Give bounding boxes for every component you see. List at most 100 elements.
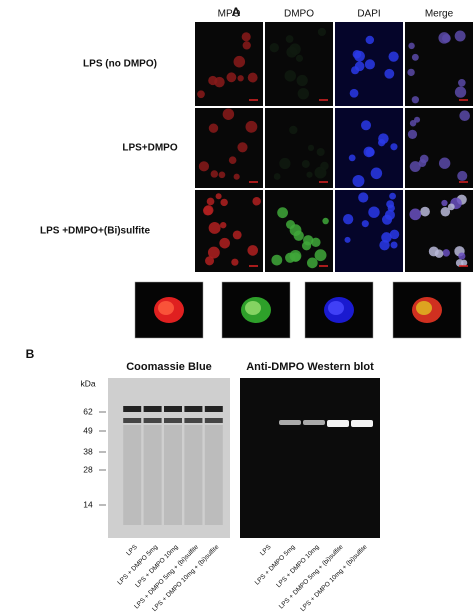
cell <box>458 78 466 87</box>
cell <box>361 120 372 131</box>
cell <box>389 229 400 240</box>
cell <box>220 221 227 229</box>
cell <box>233 55 246 68</box>
gel-title: Coomassie Blue <box>126 361 212 373</box>
cell <box>245 301 261 315</box>
cell <box>420 206 430 217</box>
cell <box>271 254 283 266</box>
smear <box>123 425 142 525</box>
cell <box>277 207 288 219</box>
micrograph <box>195 108 263 188</box>
cell <box>365 35 375 45</box>
cell <box>284 70 297 82</box>
cell <box>237 142 248 153</box>
cell <box>390 143 398 151</box>
cell <box>370 167 383 180</box>
cell <box>314 249 327 262</box>
cell <box>379 239 390 251</box>
band <box>143 406 162 412</box>
cell <box>296 74 308 87</box>
cell <box>348 154 356 162</box>
cell <box>442 249 450 257</box>
cell <box>416 301 432 315</box>
cell <box>220 198 228 207</box>
cell <box>222 108 235 120</box>
smear <box>204 425 223 525</box>
cell <box>322 217 329 225</box>
marker-label: 49 <box>83 425 93 435</box>
cell <box>409 161 421 173</box>
cell <box>197 90 205 99</box>
cell <box>407 129 418 139</box>
band <box>123 418 142 423</box>
cell <box>295 54 304 62</box>
row-label: LPS +DMPO+(Bi)sulfite <box>40 226 150 237</box>
cell <box>214 76 225 88</box>
cell <box>237 75 244 82</box>
cell <box>419 154 429 164</box>
column-header: DMPO <box>284 9 314 20</box>
cell <box>411 96 420 104</box>
cell <box>158 301 174 315</box>
panel-label: B <box>26 347 35 361</box>
band <box>327 420 349 427</box>
cell <box>378 133 389 144</box>
smear <box>184 425 203 525</box>
cell <box>414 116 421 123</box>
cell <box>252 197 261 206</box>
cell <box>459 110 470 122</box>
cell <box>458 252 466 260</box>
cell <box>440 206 451 217</box>
band <box>143 418 162 423</box>
cell <box>297 87 310 100</box>
band <box>184 418 203 423</box>
cell <box>273 173 281 180</box>
cell <box>285 35 294 43</box>
row-label: LPS+DMPO <box>122 143 178 154</box>
cell <box>269 43 279 53</box>
cell <box>247 72 258 83</box>
cell <box>241 32 251 42</box>
cell <box>245 120 258 133</box>
cell <box>279 157 291 170</box>
band <box>204 418 223 423</box>
cell <box>218 171 226 179</box>
cell <box>228 156 237 164</box>
cell <box>454 30 466 42</box>
cell <box>307 144 315 151</box>
cell <box>301 159 310 168</box>
cell <box>441 199 448 207</box>
cell <box>210 170 219 178</box>
column-header: Merge <box>425 9 454 20</box>
cell <box>317 27 326 37</box>
gel <box>108 378 230 538</box>
cell <box>247 245 259 256</box>
lane-label: LPS + DMPO 10mg <box>275 543 321 589</box>
cell <box>389 192 396 200</box>
cell <box>289 43 301 56</box>
cell <box>438 32 450 44</box>
cell <box>447 203 455 211</box>
marker-label: 38 <box>83 446 93 456</box>
panel-label: A <box>232 5 241 19</box>
cell <box>343 214 354 225</box>
cell <box>384 68 395 79</box>
cell <box>205 256 215 266</box>
band <box>303 420 325 425</box>
band <box>164 406 182 412</box>
cell <box>198 161 210 172</box>
gel <box>240 378 380 538</box>
cell <box>361 220 369 228</box>
cell <box>306 257 318 269</box>
smear <box>143 425 162 525</box>
gel-title: Anti-DMPO Western blot <box>246 361 374 373</box>
cell <box>354 50 365 62</box>
lane-label: LPS <box>125 543 139 557</box>
cell <box>208 123 219 133</box>
cell <box>349 88 359 98</box>
row-label: LPS (no DMPO) <box>83 59 157 70</box>
marker-label: 28 <box>83 464 93 474</box>
cell <box>457 170 468 181</box>
cell <box>226 72 237 83</box>
